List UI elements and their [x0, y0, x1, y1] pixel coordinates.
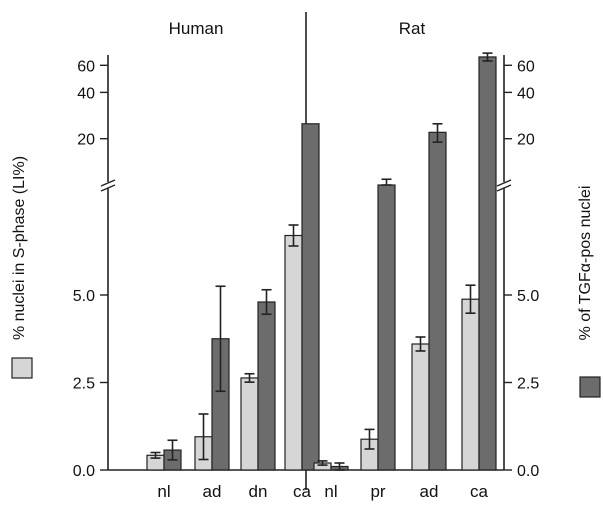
- bar-light-human-dn: [240, 377, 259, 471]
- x-tick-label-human-ca: ca: [293, 482, 312, 501]
- x-tick-label-rat-pr: pr: [370, 482, 385, 501]
- right-axis-ticks: 0.0 2.5 5.0 20 40 60: [504, 58, 539, 480]
- left-tick-label: 5.0: [73, 288, 95, 305]
- bar-light-human-ca: [284, 234, 303, 471]
- bar-dark-human-dn: [257, 301, 276, 471]
- right-axis-label: % of TGFα-pos nuclei: [577, 186, 594, 341]
- bar-dark-rat-pr: [377, 184, 396, 471]
- x-tick-label-human-dn: dn: [249, 482, 268, 501]
- left-axis-break: [100, 179, 116, 192]
- x-tick-label-rat-ad: ad: [420, 482, 439, 501]
- left-tick-label: 0.0: [73, 463, 95, 480]
- left-axis-label: % nuclei in S-phase (LI%): [11, 156, 28, 340]
- x-tick-labels: nl ad dn ca nl pr ad ca: [157, 482, 488, 501]
- bar-dark-rat-ca: [478, 56, 497, 471]
- bar-dark-rat-ad: [428, 131, 447, 471]
- bars: [146, 52, 497, 471]
- right-tick-label: 2.5: [517, 376, 539, 393]
- right-tick-label: 0.0: [517, 463, 539, 480]
- bar-dark-human-ca: [301, 123, 320, 471]
- x-tick-label-human-ad: ad: [203, 482, 222, 501]
- right-tick-label: 60: [517, 58, 535, 75]
- left-axis-ticks: 0.0 2.5 5.0 20 40 60: [73, 58, 108, 480]
- x-tick-label-human-nl: nl: [157, 482, 170, 501]
- right-axis-title-group: % of TGFα-pos nuclei: [577, 186, 601, 398]
- bar-light-rat-ca: [461, 298, 480, 471]
- left-axis-title-group: % nuclei in S-phase (LI%): [11, 156, 33, 379]
- right-axis-break: [496, 179, 512, 192]
- x-tick-label-rat-ca: ca: [470, 482, 489, 501]
- panel-title-rat: Rat: [399, 19, 426, 38]
- bar-light-rat-ad: [411, 343, 430, 471]
- right-legend-swatch-dark: [579, 376, 601, 398]
- left-tick-label: 2.5: [73, 376, 95, 393]
- right-tick-label: 5.0: [517, 288, 539, 305]
- left-tick-label: 60: [77, 58, 95, 75]
- panel-title-human: Human: [169, 19, 224, 38]
- right-tick-label: 40: [517, 85, 535, 102]
- left-tick-label: 40: [77, 85, 95, 102]
- left-legend-swatch-light: [11, 357, 33, 379]
- left-tick-label: 20: [77, 132, 95, 149]
- right-tick-label: 20: [517, 132, 535, 149]
- x-tick-label-rat-nl: nl: [324, 482, 337, 501]
